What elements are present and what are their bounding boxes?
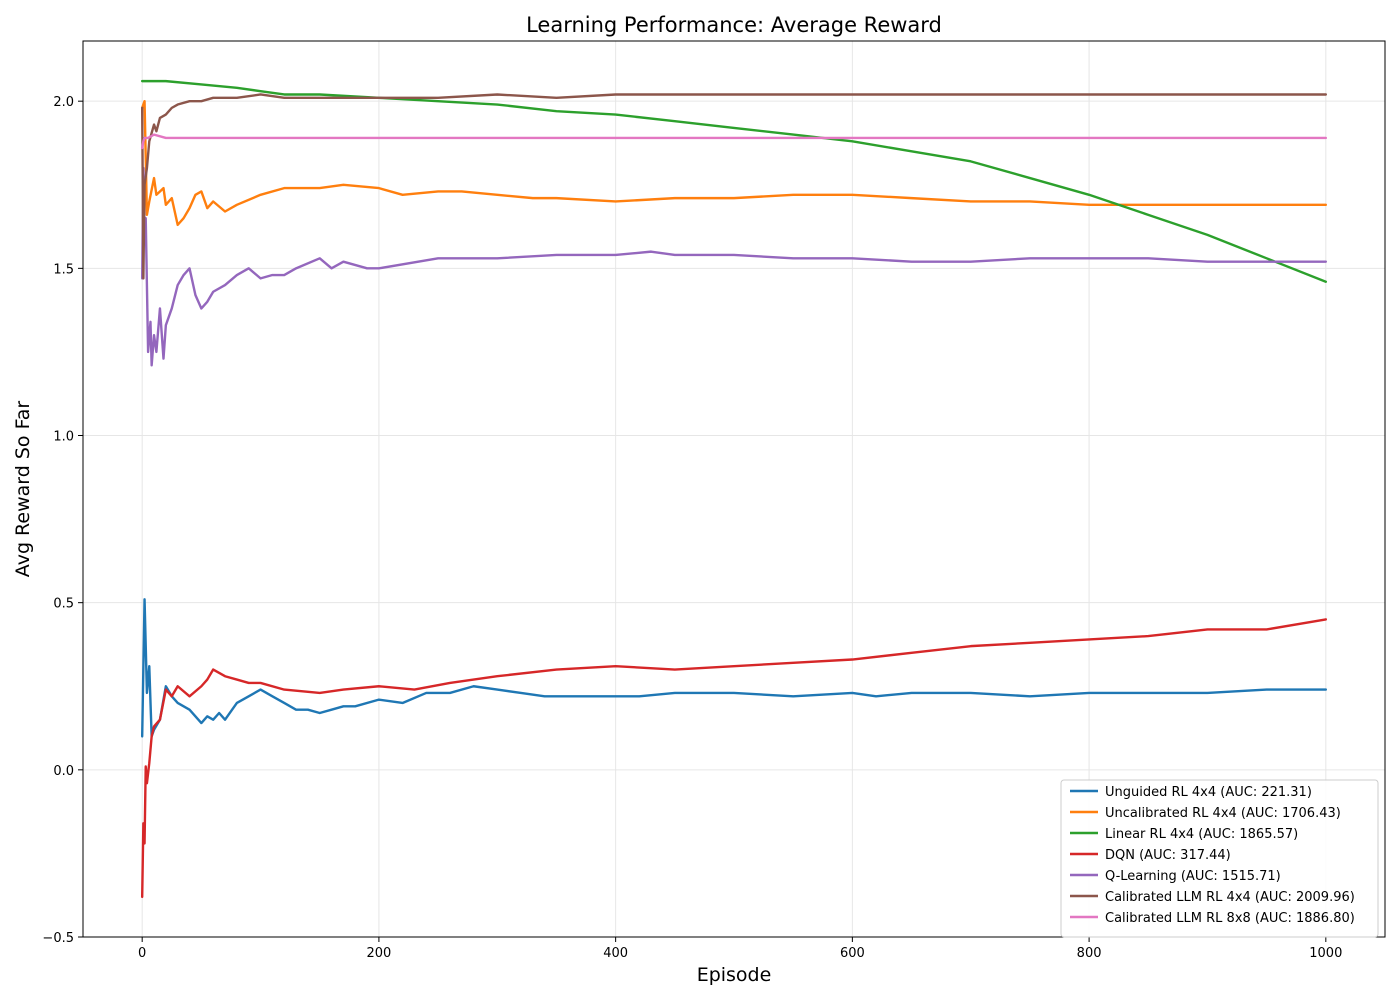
legend-entry-label: DQN (AUC: 317.44) [1105, 848, 1231, 863]
y-tick-label: 1.5 [53, 262, 74, 277]
series-line-7 [140, 133, 1328, 150]
series-line-2 [140, 99, 1328, 227]
x-axis-label: Episode [697, 964, 772, 986]
series-line-1 [140, 598, 1328, 738]
series-line-3 [140, 79, 1328, 283]
y-tick-label: 0.0 [53, 764, 74, 779]
x-tick-label: 600 [840, 946, 865, 961]
legend-entry-label: Calibrated LLM RL 8x8 (AUC: 1886.80) [1105, 911, 1355, 926]
y-tick-label: 1.0 [53, 430, 74, 445]
legend-entry-label: Unguided RL 4x4 (AUC: 221.31) [1105, 785, 1312, 800]
x-tick-label: 200 [366, 946, 391, 961]
legend-entry-label: Uncalibrated RL 4x4 (AUC: 1706.43) [1105, 806, 1341, 821]
y-tick-label: 2.0 [53, 95, 74, 110]
y-tick-label: −0.5 [42, 931, 74, 946]
y-axis-label: Avg Reward So Far [12, 401, 34, 578]
legend-box [1060, 779, 1379, 938]
x-tick-label: 0 [138, 946, 146, 961]
series-lines [140, 79, 1328, 899]
series-line-5 [140, 166, 1328, 367]
series-line-4 [140, 618, 1328, 899]
chart-title: Learning Performance: Average Reward [526, 13, 942, 37]
axes: 0 200 400 600 800 1000 −0.5 0.0 0.5 1.0 1.5 2.0 [42, 40, 1386, 961]
x-tick-label: 800 [1077, 946, 1102, 961]
legend: Unguided RL 4x4 (AUC: 221.31) Uncalibrate… [1060, 779, 1379, 938]
legend-entry-label: Linear RL 4x4 (AUC: 1865.57) [1105, 827, 1298, 842]
series-line-6 [140, 93, 1328, 280]
x-tick-label: 400 [603, 946, 628, 961]
y-tick-label: 0.5 [53, 597, 74, 612]
legend-entry-label: Calibrated LLM RL 4x4 (AUC: 2009.96) [1105, 890, 1355, 905]
x-tick-label: 1000 [1309, 946, 1342, 961]
plot-frame [82, 40, 1386, 938]
legend-entry-label: Q-Learning (AUC: 1515.71) [1105, 869, 1281, 884]
